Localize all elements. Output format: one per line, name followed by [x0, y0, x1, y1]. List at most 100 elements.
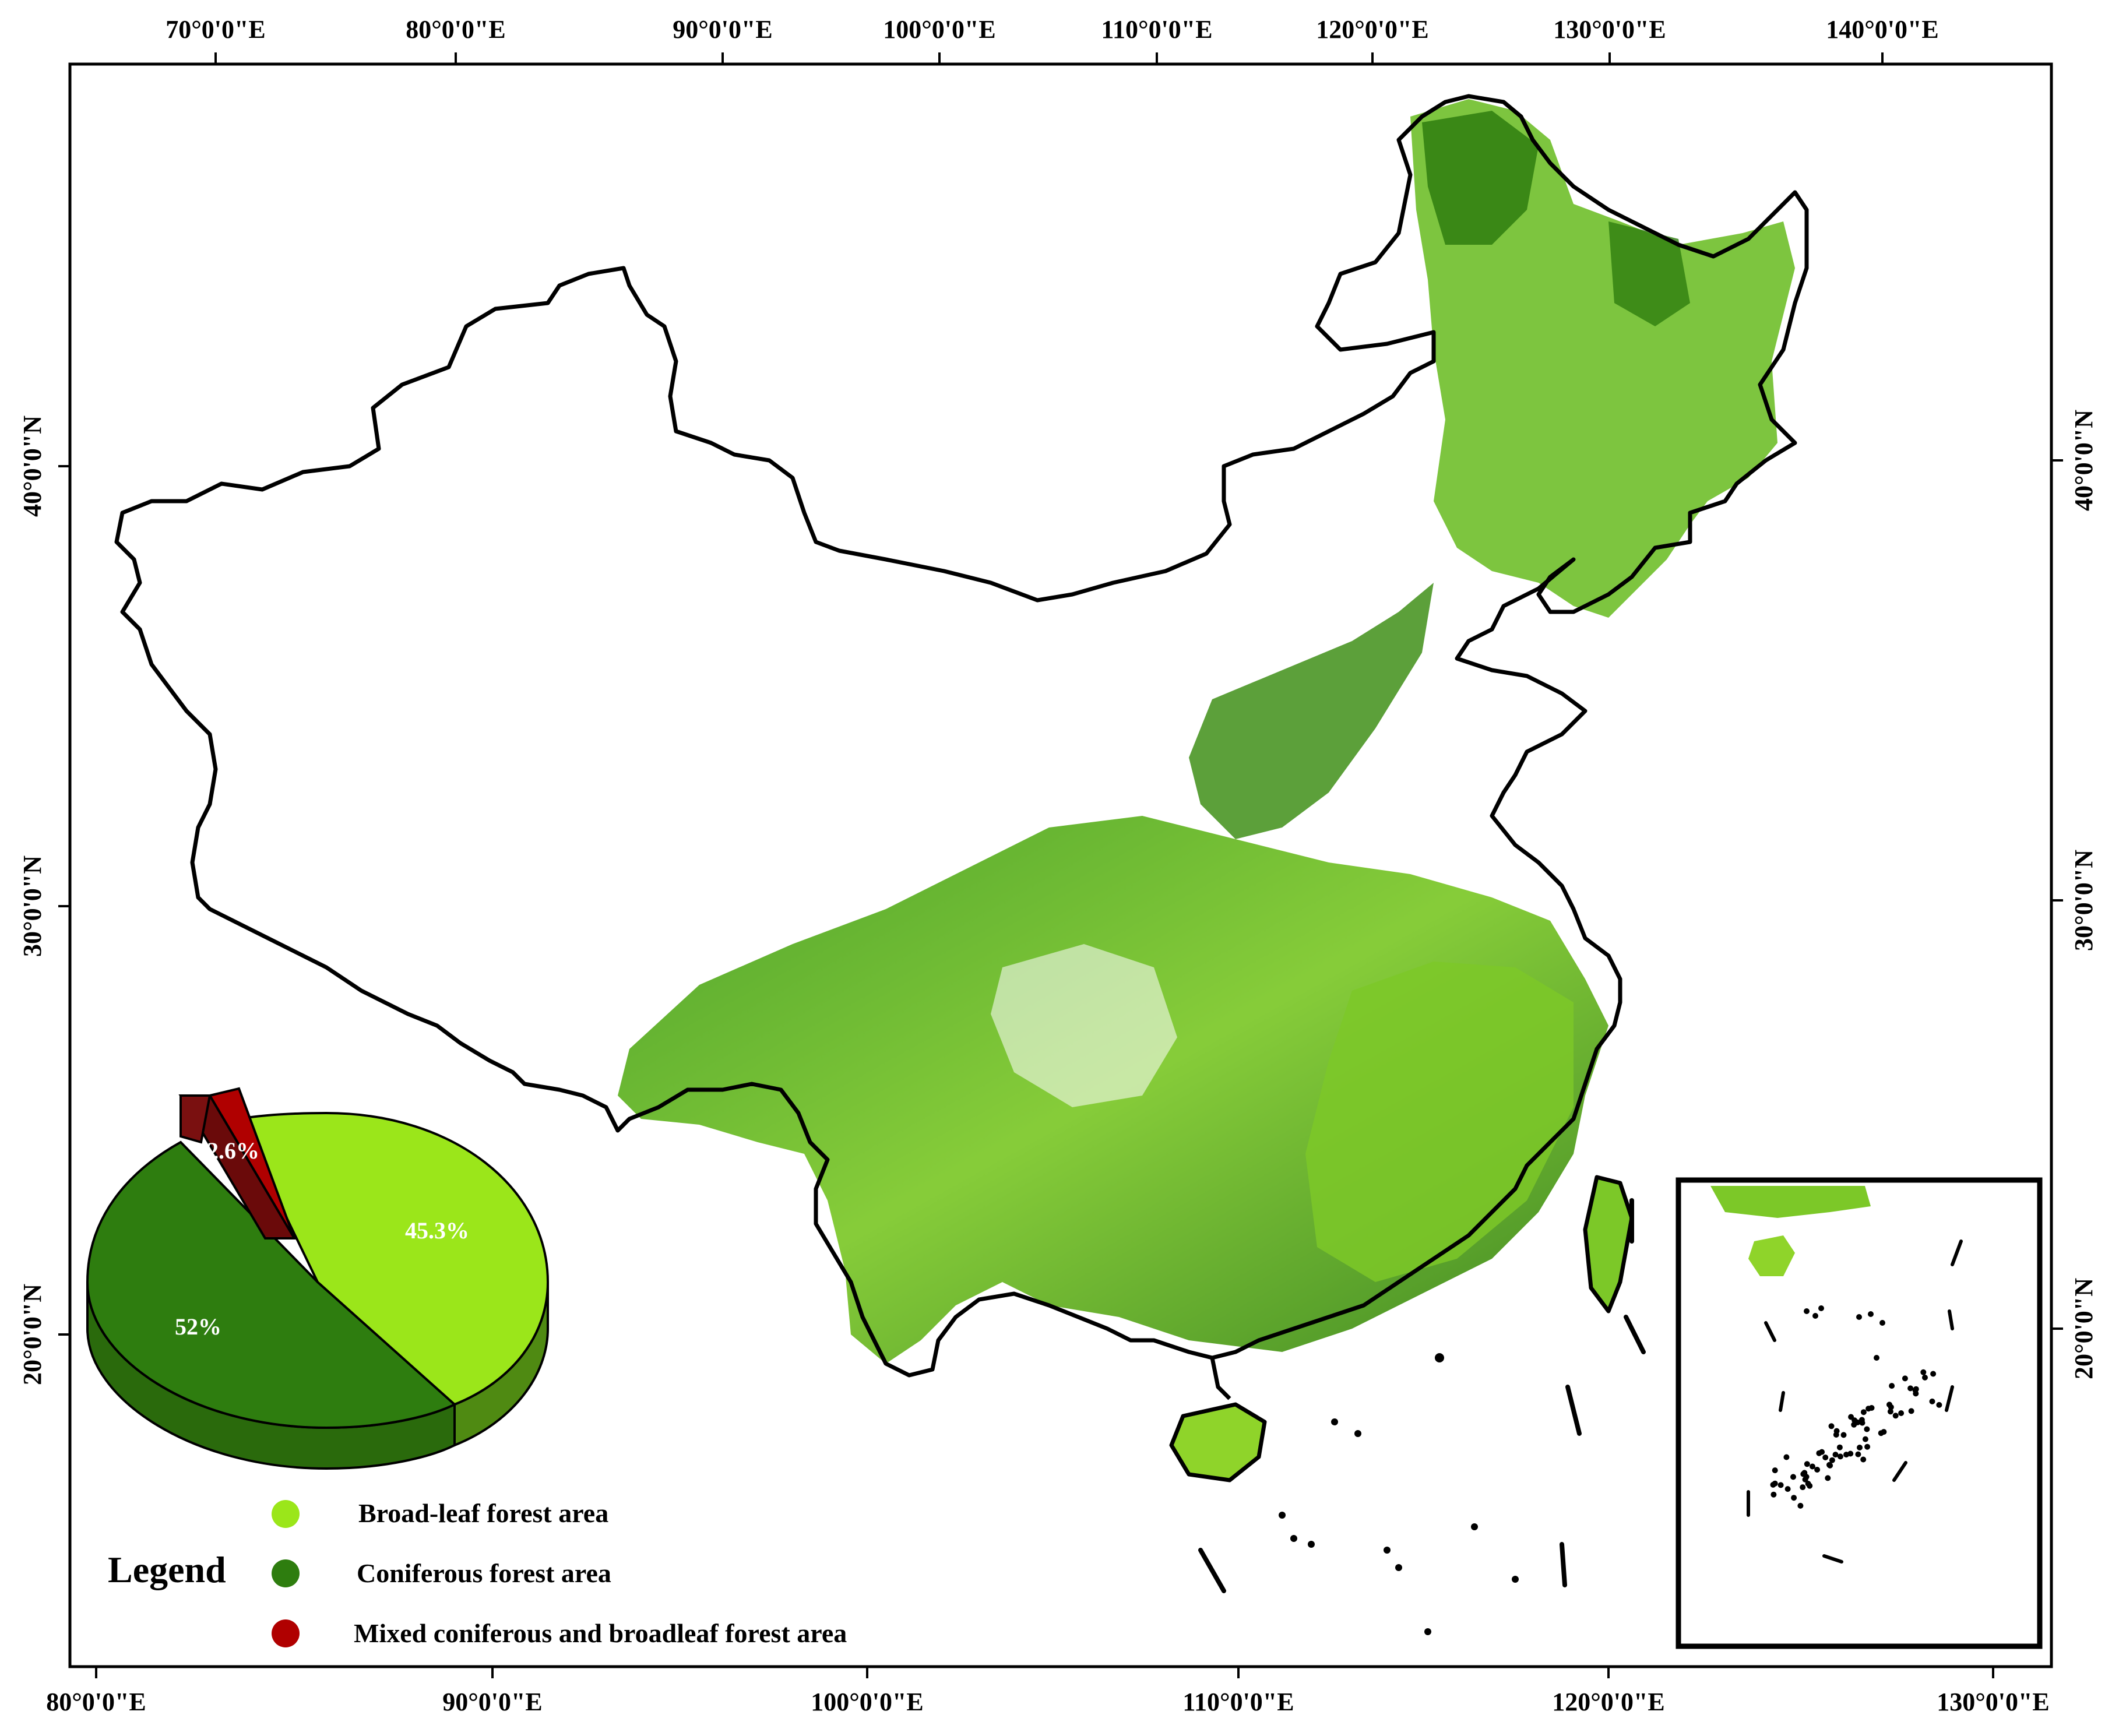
- legend-swatch-broadleaf: [272, 1500, 300, 1528]
- island-dot: [1854, 1419, 1861, 1425]
- island-dot: [1881, 1429, 1887, 1435]
- island-dot: [1331, 1418, 1338, 1425]
- pie-label-broadleaf: 45.3%: [405, 1217, 469, 1244]
- island-dot: [1888, 1404, 1894, 1410]
- china-border: [114, 94, 1809, 1378]
- island-dot: [1847, 1450, 1854, 1457]
- legend-swatch-coniferous: [272, 1559, 300, 1587]
- top-tick-label: 140°0'0"E: [1826, 15, 1939, 44]
- pie-slice-broadleaf: [237, 1111, 550, 1406]
- bottom-tick-label: 120°0'0"E: [1552, 1688, 1665, 1716]
- island-dot: [1860, 1409, 1867, 1415]
- right-axis-labels: 40°0'0"N 30°0'0"N 20°0'0"N: [2069, 410, 2098, 1379]
- island-dot: [1807, 1483, 1813, 1489]
- top-tick-label: 100°0'0"E: [883, 15, 996, 44]
- island-dot: [1814, 1467, 1821, 1473]
- taiwan-border: [1583, 1175, 1634, 1314]
- top-tick-label: 120°0'0"E: [1316, 15, 1429, 44]
- island-dot: [1819, 1449, 1825, 1455]
- south-sea-dashes: [1198, 1198, 1646, 1593]
- island-dot: [1858, 1417, 1865, 1423]
- island-dot: [1772, 1467, 1778, 1474]
- bottom-tick-label: 100°0'0"E: [811, 1688, 924, 1716]
- island-dot: [1395, 1564, 1402, 1571]
- island-dot: [1828, 1423, 1835, 1429]
- island-dot: [1790, 1474, 1796, 1480]
- island-dot: [1848, 1414, 1854, 1420]
- island-dot: [1471, 1523, 1478, 1530]
- legend: Legend Broad-leaf forest area Coniferous…: [108, 1498, 847, 1648]
- leizhou-peninsula: [1210, 1357, 1231, 1400]
- right-tick-label: 20°0'0"N: [2069, 1278, 2098, 1379]
- island-dot: [1802, 1476, 1808, 1483]
- island-dot: [1825, 1475, 1831, 1481]
- forest-central-light: [991, 944, 1177, 1107]
- island-dot: [1424, 1628, 1431, 1635]
- island-dot: [1908, 1408, 1914, 1414]
- forest-northeast-dark: [1422, 111, 1539, 245]
- legend-label-mixed: Mixed coniferous and broadleaf forest ar…: [354, 1618, 847, 1648]
- island-dot: [1836, 1444, 1843, 1450]
- island-dot: [1879, 1320, 1885, 1326]
- island-dot: [1920, 1369, 1927, 1375]
- forest-inset-hainan: [1748, 1235, 1795, 1276]
- island-dot: [1860, 1456, 1867, 1463]
- top-axis-labels: 70°0'0"E 80°0'0"E 90°0'0"E 100°0'0"E 110…: [166, 15, 1939, 44]
- top-tick-label: 110°0'0"E: [1101, 15, 1212, 44]
- right-tick-label: 40°0'0"N: [2069, 410, 2098, 511]
- forest-southeast: [1305, 962, 1574, 1282]
- island-dot: [1279, 1512, 1286, 1519]
- inset-dashes: [1747, 1240, 1963, 1564]
- island-dot: [1837, 1453, 1843, 1460]
- left-tick-label: 20°0'0"N: [18, 1284, 47, 1385]
- island-dot: [1770, 1491, 1777, 1498]
- left-axis-labels: 40°0'0"N 30°0'0"N 20°0'0"N: [18, 415, 47, 1385]
- hainan-border: [1169, 1402, 1267, 1483]
- legend-swatch-mixed: [272, 1619, 300, 1647]
- island-dot: [1384, 1547, 1391, 1554]
- island-dot: [1822, 1455, 1829, 1460]
- right-tick-label: 30°0'0"N: [2069, 850, 2098, 951]
- forest-northeast-dark: [1608, 221, 1690, 326]
- island-dot: [1936, 1402, 1942, 1408]
- island-dot: [1840, 1432, 1847, 1438]
- island-dot: [1826, 1462, 1832, 1468]
- left-tick-label: 30°0'0"N: [18, 855, 47, 957]
- island-dot: [1857, 1445, 1863, 1450]
- island-dot: [1874, 1355, 1879, 1361]
- island-dot: [1435, 1353, 1444, 1362]
- legend-title: Legend: [108, 1549, 226, 1590]
- bottom-axis-labels: 80°0'0"E 90°0'0"E 100°0'0"E 110°0'0"E 12…: [46, 1688, 2050, 1716]
- south-sea-islands: [1279, 1353, 1519, 1635]
- island-dot: [1290, 1535, 1297, 1542]
- island-dot: [1929, 1398, 1935, 1404]
- island-dot: [1354, 1430, 1361, 1437]
- island-dot: [1804, 1461, 1810, 1467]
- island-dot: [1812, 1313, 1818, 1319]
- left-tick-label: 40°0'0"N: [18, 415, 47, 517]
- island-dot: [1907, 1385, 1914, 1392]
- forest-inset-coast: [1710, 1186, 1871, 1218]
- pie-label-coniferous: 52%: [175, 1314, 221, 1340]
- legend-label-broadleaf: Broad-leaf forest area: [358, 1498, 608, 1528]
- island-dot: [1512, 1576, 1519, 1583]
- forest-pie-chart: 2.6% 45.3% 52%: [86, 1087, 550, 1470]
- island-dot: [1862, 1436, 1868, 1442]
- forest-north-band: [1189, 583, 1434, 839]
- island-dot: [1864, 1443, 1871, 1450]
- island-dot: [1898, 1410, 1905, 1416]
- island-dot: [1804, 1308, 1810, 1314]
- legend-label-coniferous: Coniferous forest area: [357, 1558, 611, 1588]
- inset-island-cluster: [1770, 1305, 1942, 1509]
- bottom-tick-label: 80°0'0"E: [46, 1688, 146, 1716]
- forest-hainan: [1171, 1404, 1265, 1480]
- island-dot: [1784, 1486, 1791, 1492]
- island-dot: [1832, 1452, 1839, 1458]
- island-dot: [1829, 1457, 1835, 1463]
- island-dot: [1930, 1371, 1937, 1377]
- island-dot: [1887, 1408, 1893, 1415]
- pie-label-mixed: 2.6%: [207, 1138, 259, 1164]
- bottom-tick-label: 90°0'0"E: [442, 1688, 543, 1716]
- pie-slice-mixed-edge: [179, 1094, 212, 1144]
